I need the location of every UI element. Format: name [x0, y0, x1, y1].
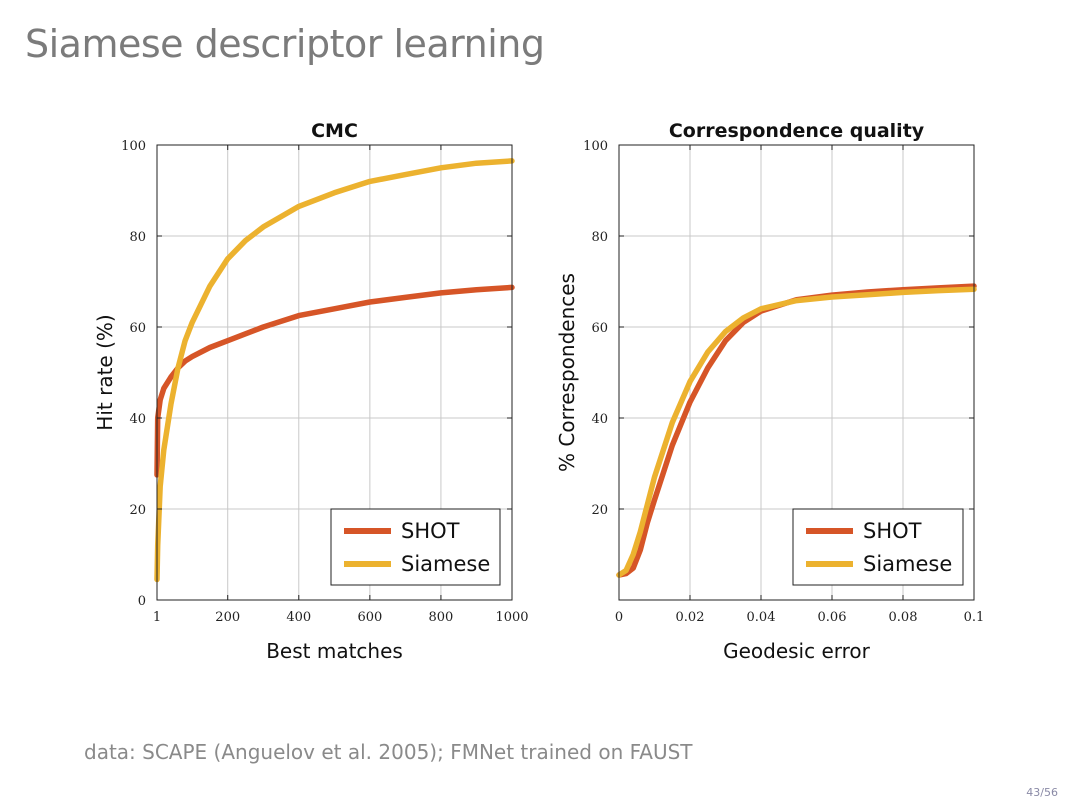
legend-label-shot: SHOT — [401, 519, 460, 543]
legend-box — [330, 508, 501, 586]
series-line-siamese — [616, 286, 977, 578]
y-tick-label: 40 — [129, 412, 146, 427]
chart-2: 0 0.02 0.04 0.06 0.08 0.1 20 40 60 80 100 Correspon… — [555, 120, 984, 663]
legend-label-siamese: Siamese — [863, 552, 952, 576]
x-tick-label: 800 — [429, 610, 454, 625]
y-tick-label: 100 — [121, 139, 146, 154]
chart-title: Correspondence quality — [669, 120, 925, 142]
x-tick-label: 0.04 — [747, 610, 776, 625]
legend-box — [792, 508, 964, 586]
y-axis-label: Hit rate (%) — [93, 314, 117, 430]
legend: SHOT Siamese — [792, 508, 964, 586]
y-tick-label: 40 — [591, 412, 608, 427]
plot-frame — [156, 144, 513, 601]
x-tick-label: 0.1 — [964, 610, 985, 625]
series-line-siamese — [154, 158, 515, 583]
x-tick-label: 600 — [357, 610, 382, 625]
x-tick-label: 400 — [286, 610, 311, 625]
chart-1: 1 200 400 600 800 1000 0 20 40 60 80 100 CMC Best mat… — [93, 120, 529, 663]
x-tick-label: 0.08 — [889, 610, 918, 625]
legend-label-siamese: Siamese — [401, 552, 490, 576]
legend: SHOT Siamese — [330, 508, 501, 586]
y-tick-label: 20 — [129, 503, 146, 518]
y-tick-label: 80 — [129, 230, 146, 245]
y-tick-label: 60 — [129, 321, 146, 336]
y-tick-label: 100 — [583, 139, 608, 154]
plot-frame — [618, 144, 975, 601]
x-tick-label: 1000 — [495, 610, 528, 625]
y-tick-label: 80 — [591, 230, 608, 245]
x-axis-label: Best matches — [266, 639, 403, 663]
x-tick-label: 200 — [215, 610, 240, 625]
data-source-note: data: SCAPE (Anguelov et al. 2005); FMNe… — [84, 740, 693, 764]
x-axis-label: Geodesic error — [723, 639, 871, 663]
chart-title: CMC — [311, 120, 358, 142]
y-tick-label: 20 — [591, 503, 608, 518]
x-tick-label: 0.02 — [676, 610, 705, 625]
y-tick-label: 60 — [591, 321, 608, 336]
page-number[interactable]: 43/56 — [1026, 786, 1058, 799]
series-line-shot — [154, 284, 515, 478]
y-tick-label: 0 — [138, 594, 146, 609]
legend-label-shot: SHOT — [863, 519, 922, 543]
x-tick-label: 0 — [615, 610, 623, 625]
y-axis-label: % Correspondences — [555, 273, 579, 472]
slide-title: Siamese descriptor learning — [25, 22, 545, 66]
x-tick-label: 0.06 — [818, 610, 847, 625]
x-tick-label: 1 — [153, 610, 161, 625]
